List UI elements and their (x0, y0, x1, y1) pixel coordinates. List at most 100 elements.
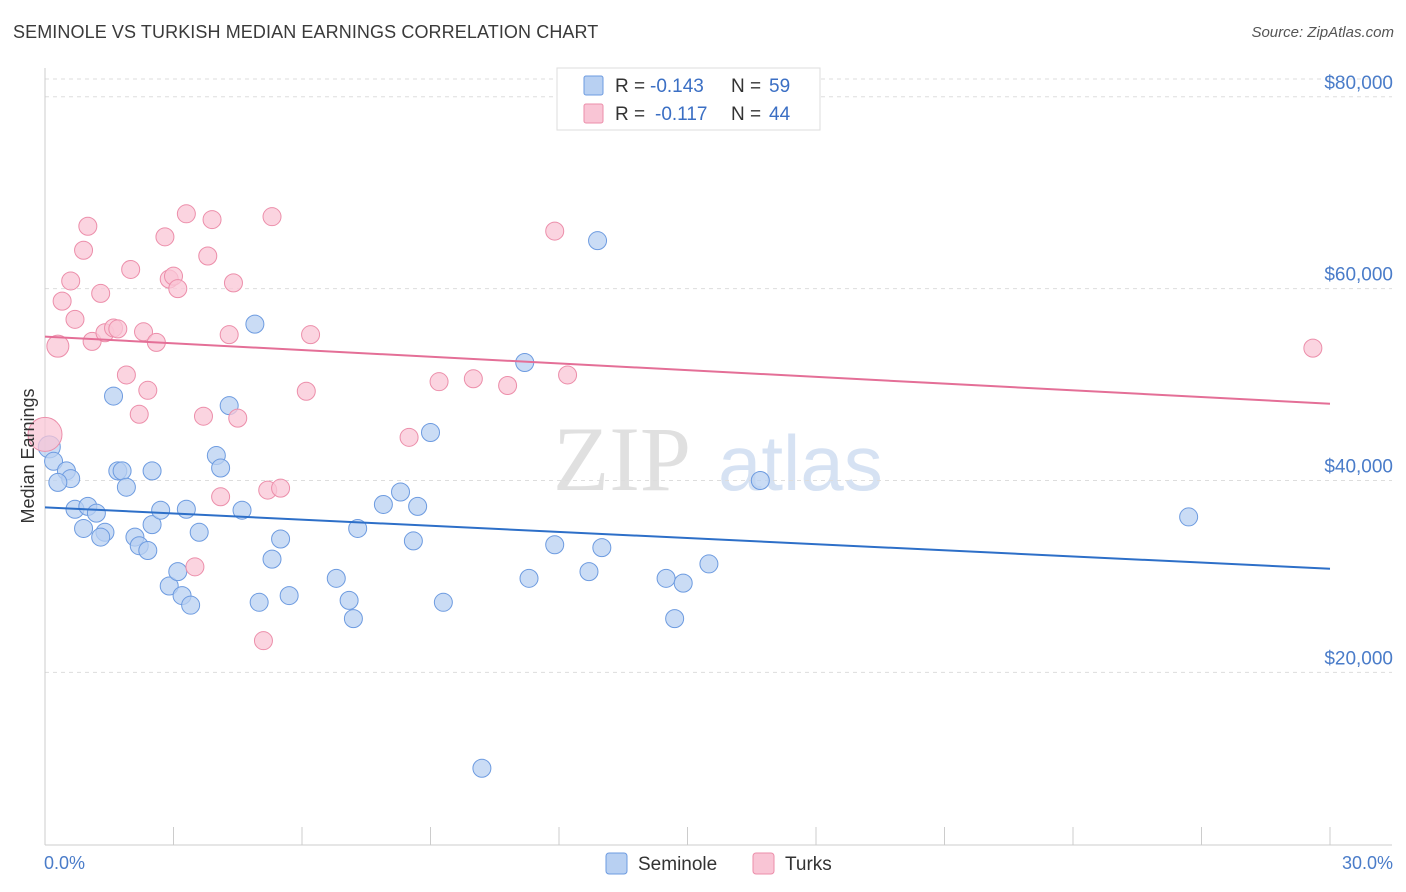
seminole-point-31 (245, 314, 265, 334)
seminole-point-32 (249, 592, 269, 612)
seminole-point-25 (181, 595, 201, 615)
turks-point-33 (262, 207, 282, 227)
y-tick-label-3: $80,000 (1324, 73, 1393, 94)
turks-point-2 (52, 291, 72, 311)
turks-trend-line (44, 335, 1331, 405)
turks-point-42 (558, 365, 578, 385)
watermark-atlas: atlas (718, 419, 883, 507)
seminole-point-52 (588, 231, 608, 251)
turks-point-40 (498, 376, 518, 396)
seminole-point-44 (421, 423, 440, 443)
seminole-point-55 (673, 573, 693, 593)
seminole-point-28 (211, 458, 231, 478)
stats-legend: R = -0.143 N = 59 R = -0.117 N = 44 (556, 67, 821, 131)
seminole-trend-line (44, 506, 1331, 570)
turks-point-5 (74, 240, 94, 260)
turks-point-43 (1303, 338, 1323, 358)
seminole-point-54 (665, 609, 685, 629)
seminole-point-26 (189, 522, 209, 542)
legend-seminole-r-value: -0.143 (650, 76, 704, 97)
seminole-point-56 (699, 554, 719, 574)
seminole-point-10 (91, 527, 111, 547)
turks-point-39 (463, 369, 483, 389)
legend-seminole-n-label: N = (731, 76, 761, 97)
seminole-point-50 (579, 562, 599, 582)
turks-point-37 (399, 427, 419, 447)
series-legend: Seminole Turks (605, 852, 832, 875)
seminole-point-43 (408, 496, 428, 516)
seminole-point-4 (48, 472, 68, 492)
seminole-point-40 (373, 494, 393, 514)
seminole-point-13 (112, 461, 132, 481)
chart-title: SEMINOLE VS TURKISH MEDIAN EARNINGS CORR… (13, 22, 599, 42)
y-tick-label-1: $40,000 (1324, 456, 1393, 477)
turks-point-23 (185, 557, 205, 577)
seminole-point-39 (348, 518, 368, 538)
seminole-point-51 (592, 538, 612, 558)
legend-turks-r-label: R = (615, 104, 645, 125)
legend-seminole-r-label: R = (615, 76, 645, 97)
legend-swatch-seminole (583, 75, 604, 96)
seminole-point-35 (279, 586, 299, 606)
turks-point-25 (198, 246, 218, 266)
legend-turks-r-value: -0.117 (655, 104, 707, 125)
watermark-zip: ZIP (553, 408, 691, 510)
seminole-point-37 (339, 590, 359, 610)
seminole-point-21 (159, 576, 179, 596)
x-tick-label-left: 0.0% (44, 853, 85, 873)
turks-point-11 (108, 319, 128, 339)
seminole-point-42 (403, 531, 423, 551)
turks-point-34 (271, 478, 291, 498)
seminole-point-48 (519, 568, 539, 588)
turks-point-14 (129, 404, 149, 424)
seminole-point-45 (433, 592, 453, 612)
turks-point-35 (301, 325, 321, 345)
grid-layer (45, 78, 1392, 673)
seminole-point-58 (1179, 507, 1199, 527)
seminole-point-14 (116, 477, 136, 497)
seminole-point-30 (232, 500, 252, 520)
seminole-point-19 (142, 461, 162, 481)
turks-point-13 (121, 259, 141, 279)
seminole-point-22 (168, 562, 188, 582)
seminole-point-20 (151, 500, 171, 520)
seminole-point-8 (74, 518, 94, 538)
trend-layer (44, 335, 1331, 570)
seminole-point-36 (326, 568, 346, 588)
turks-point-27 (211, 487, 231, 507)
bottom-legend-swatch-turks (752, 852, 775, 875)
seminole-point-41 (391, 482, 411, 502)
y-tick-label-2: $60,000 (1324, 265, 1393, 286)
seminole-point-7 (86, 503, 106, 523)
turks-point-12 (116, 365, 136, 385)
turks-point-0 (27, 416, 63, 452)
bottom-legend-swatch-seminole (605, 852, 628, 875)
legend-turks-n-label: N = (731, 104, 761, 125)
turks-point-18 (155, 227, 175, 247)
turks-point-36 (296, 381, 316, 401)
turks-point-26 (202, 210, 222, 230)
turks-point-8 (91, 283, 111, 303)
points-layer (27, 204, 1323, 778)
seminole-point-34 (271, 529, 291, 549)
label-layer: Median Earnings 0.0% 30.0% $20,000 $40,00… (18, 73, 1393, 873)
x-tick-label-right: 30.0% (1342, 853, 1393, 873)
legend-turks-n-value: 44 (769, 104, 791, 125)
seminole-point-38 (343, 609, 363, 629)
turks-point-4 (65, 309, 85, 329)
seminole-point-49 (545, 535, 565, 555)
turks-point-16 (138, 380, 158, 400)
seminole-point-17 (138, 541, 158, 561)
turks-point-28 (219, 325, 239, 345)
y-tick-label-0: $20,000 (1324, 648, 1393, 669)
turks-point-29 (223, 273, 243, 293)
bottom-legend-label-turks: Turks (785, 854, 832, 875)
turks-point-31 (253, 631, 273, 651)
legend-seminole-n-value: 59 (769, 76, 790, 97)
turks-point-3 (61, 271, 81, 291)
turks-point-1 (46, 334, 70, 358)
seminole-point-11 (104, 386, 124, 406)
turks-point-30 (228, 408, 248, 428)
seminole-point-18 (142, 515, 162, 535)
bottom-legend-label-seminole: Seminole (638, 854, 717, 875)
